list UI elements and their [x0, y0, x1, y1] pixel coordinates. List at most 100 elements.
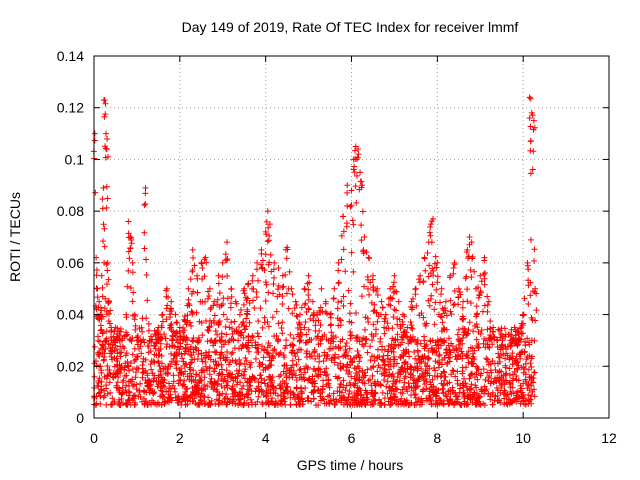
data-point	[191, 390, 198, 397]
data-point	[519, 330, 526, 337]
data-point	[524, 262, 531, 269]
data-point	[106, 350, 113, 357]
data-point	[381, 401, 388, 408]
data-point	[475, 398, 482, 405]
data-point	[109, 395, 116, 402]
data-point	[173, 329, 180, 336]
data-point	[490, 328, 497, 335]
data-point	[459, 370, 466, 377]
data-point	[298, 304, 305, 311]
data-point	[364, 349, 371, 356]
data-point	[258, 261, 265, 268]
data-point	[169, 335, 176, 342]
data-point	[280, 395, 287, 402]
data-point	[528, 355, 535, 362]
data-point	[220, 378, 227, 385]
data-point	[204, 295, 211, 302]
data-point	[502, 364, 509, 371]
data-point	[532, 317, 539, 324]
data-point	[320, 357, 327, 364]
data-point	[263, 392, 270, 399]
data-point	[284, 390, 291, 397]
data-point	[489, 401, 496, 408]
data-point	[519, 320, 526, 327]
y-tick-label: 0.02	[57, 358, 84, 374]
data-point	[421, 320, 428, 327]
data-point	[463, 273, 470, 280]
data-point	[450, 270, 457, 277]
data-point	[502, 371, 509, 378]
data-point	[287, 331, 294, 338]
data-point	[309, 373, 316, 380]
data-point	[304, 354, 311, 361]
data-point	[94, 294, 101, 301]
data-point	[497, 399, 504, 406]
data-point	[133, 381, 140, 388]
data-point	[246, 300, 253, 307]
data-point	[407, 370, 414, 377]
data-point	[98, 326, 105, 333]
data-point	[527, 360, 534, 367]
data-point	[301, 285, 308, 292]
data-point	[277, 372, 284, 379]
y-tick-label: 0.14	[57, 48, 84, 64]
data-point	[168, 298, 175, 305]
data-point	[294, 391, 301, 398]
data-point	[396, 368, 403, 375]
data-point	[337, 317, 344, 324]
data-point	[259, 324, 266, 331]
data-point	[169, 382, 176, 389]
data-point	[510, 375, 517, 382]
data-point	[130, 393, 137, 400]
data-point	[290, 335, 297, 342]
data-point	[211, 379, 218, 386]
data-point	[244, 281, 251, 288]
data-point	[144, 372, 151, 379]
data-point	[421, 381, 428, 388]
data-point	[277, 396, 284, 403]
data-point	[129, 351, 136, 358]
data-point	[255, 318, 262, 325]
data-point	[161, 331, 168, 338]
data-point	[190, 254, 197, 261]
data-point	[353, 309, 360, 316]
data-point	[143, 271, 150, 278]
data-point	[197, 376, 204, 383]
data-point	[108, 334, 115, 341]
data-point	[104, 153, 111, 160]
data-point	[525, 282, 532, 289]
data-point	[97, 322, 104, 329]
data-point	[229, 349, 236, 356]
data-point	[394, 386, 401, 393]
data-point	[498, 352, 505, 359]
data-point	[187, 392, 194, 399]
data-point	[184, 312, 191, 319]
data-point	[514, 358, 521, 365]
data-point	[447, 354, 454, 361]
data-point	[302, 286, 309, 293]
data-point	[463, 383, 470, 390]
data-point	[137, 343, 144, 350]
data-point	[331, 359, 338, 366]
data-point	[332, 373, 339, 380]
data-point	[186, 319, 193, 326]
data-point	[377, 364, 384, 371]
data-point	[381, 346, 388, 353]
data-point	[491, 397, 498, 404]
data-point	[442, 373, 449, 380]
data-point	[243, 357, 250, 364]
data-point	[461, 325, 468, 332]
data-point	[242, 294, 249, 301]
data-point	[171, 343, 178, 350]
data-point	[223, 367, 230, 374]
data-point	[354, 372, 361, 379]
data-point	[340, 293, 347, 300]
data-point	[438, 314, 445, 321]
data-point	[432, 367, 439, 374]
data-point	[414, 367, 421, 374]
data-point	[282, 342, 289, 349]
data-point	[146, 337, 153, 344]
data-point	[498, 368, 505, 375]
data-point	[148, 333, 155, 340]
data-point	[96, 375, 103, 382]
